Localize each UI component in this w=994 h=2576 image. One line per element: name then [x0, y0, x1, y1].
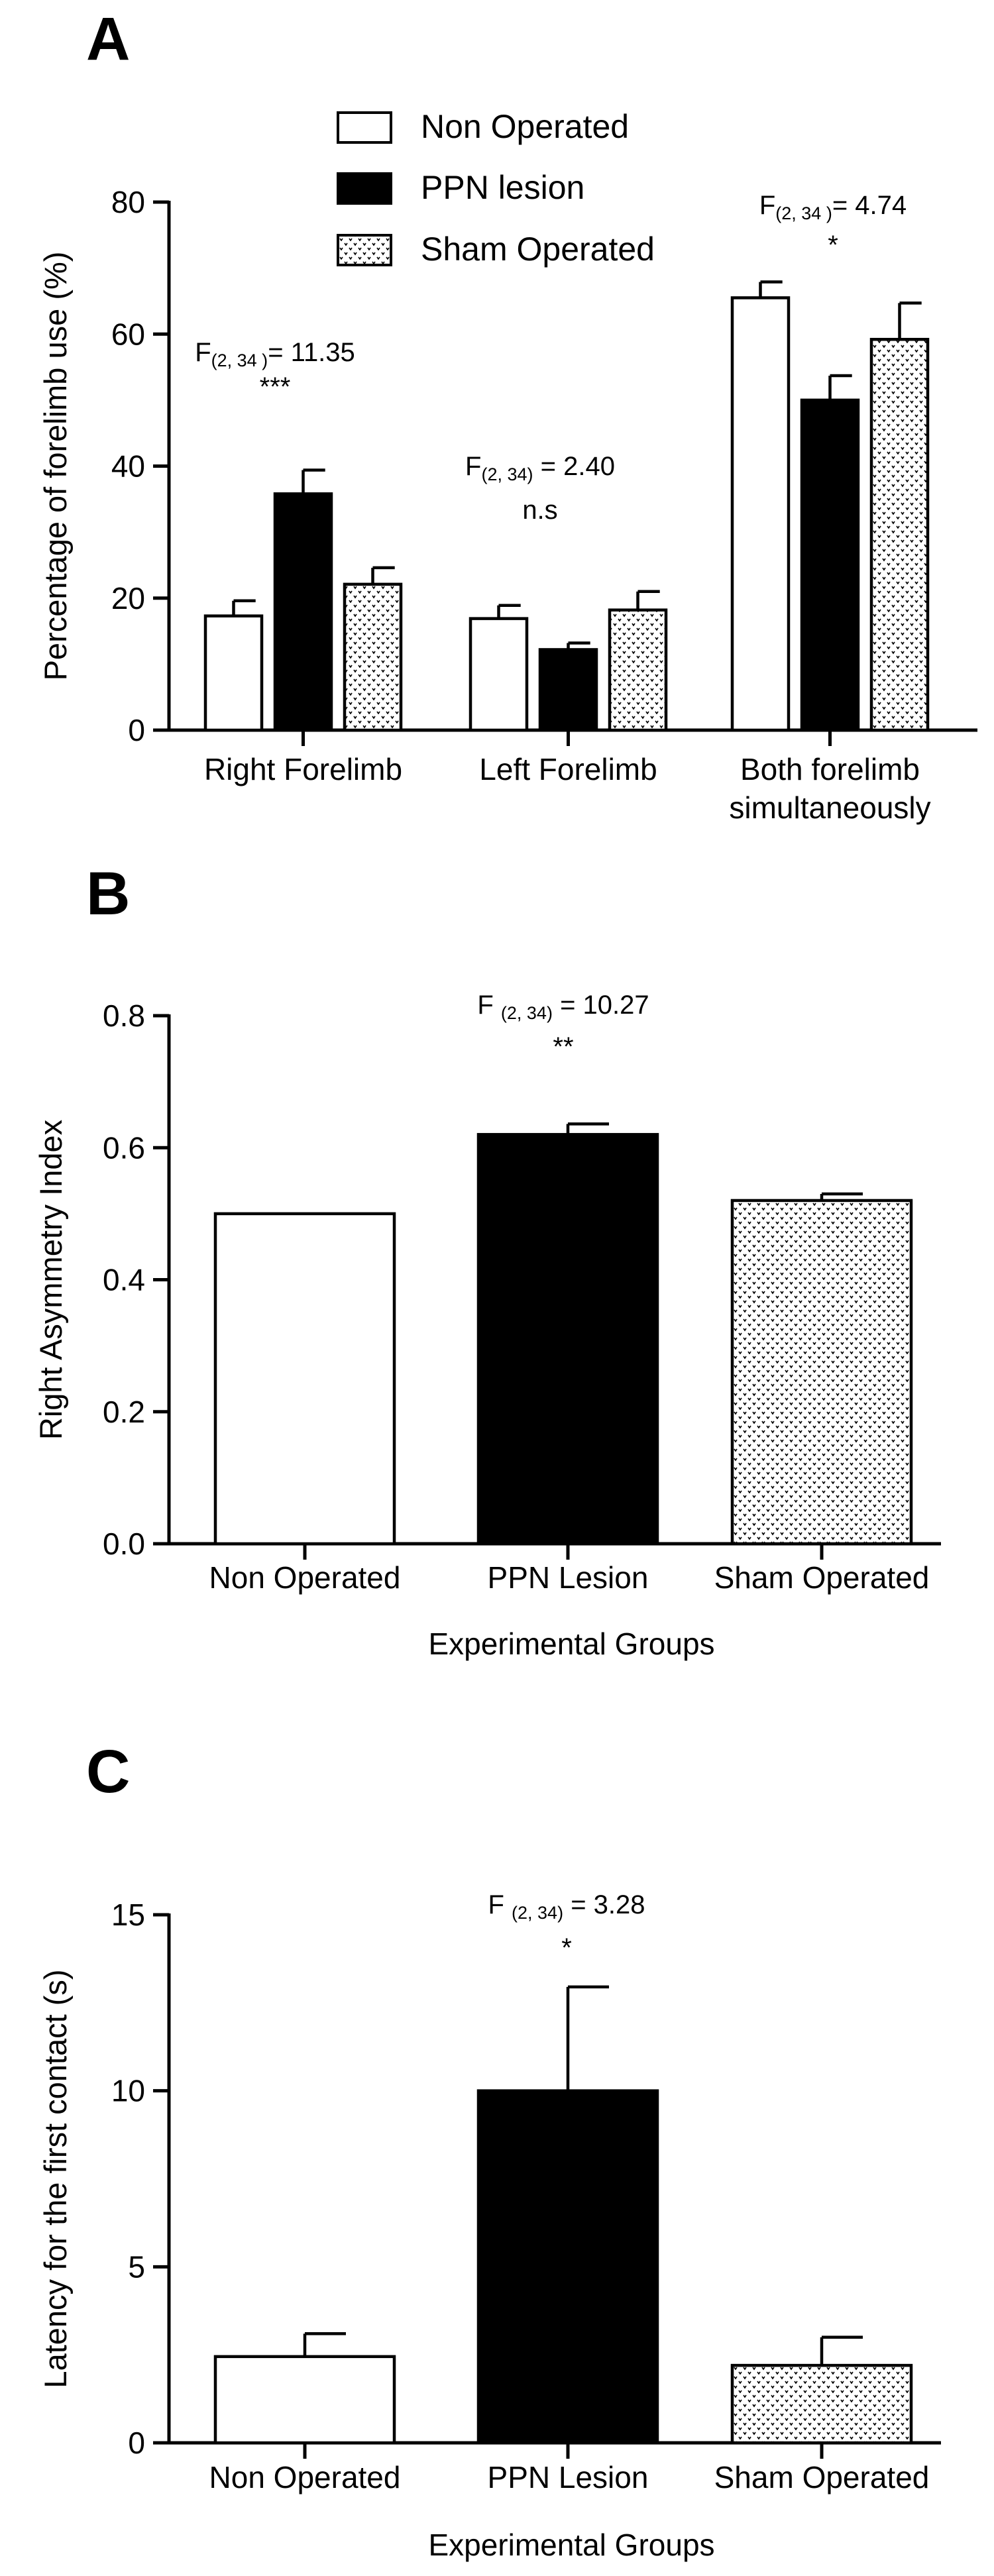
bar: [343, 582, 403, 732]
y-axis-label: Percentage of forelimb use (%): [38, 252, 73, 681]
legend-swatch: [337, 234, 392, 266]
bar: [730, 1199, 913, 1546]
stat-annotation: F(2, 34 )= 4.74: [759, 191, 907, 223]
significance-marker: *: [561, 1933, 572, 1962]
legend-swatch: [337, 111, 392, 144]
chart-panel-a: 0 20 40 60 80 Percentage of forelimb use (%) R…: [38, 108, 977, 825]
y-tick-label: 5: [128, 2249, 145, 2284]
bar: [476, 1133, 659, 1546]
y-tick-label: 20: [111, 581, 145, 616]
significance-marker: **: [553, 1032, 573, 1061]
y-tick-label: 0.2: [103, 1395, 145, 1429]
y-tick-label: 0: [128, 2426, 145, 2460]
legend-swatch: [337, 172, 392, 205]
chart-panel-c: 0 5 10 15 Latency for the first contact (s) N…: [38, 1890, 941, 2562]
panel-letter-b: B: [86, 860, 130, 928]
panel-letter-c: C: [86, 1738, 130, 1805]
panel-letter-a: A: [86, 5, 130, 73]
y-tick-label: 0.8: [103, 998, 145, 1033]
y-tick-label: 0.0: [103, 1527, 145, 1561]
stat-annotation: F (2, 34) = 10.27: [477, 991, 649, 1023]
bar: [730, 2363, 913, 2445]
y-tick-label: 40: [111, 449, 145, 484]
x-axis-label: Experimental Groups: [428, 1627, 714, 1661]
bar: [538, 648, 598, 732]
x-category-label: Left Forelimb: [479, 752, 657, 786]
x-category-label: Non Operated: [209, 1560, 401, 1595]
stat-annotation: F (2, 34) = 3.28: [488, 1890, 645, 1923]
x-axis-label: Experimental Groups: [428, 2528, 714, 2562]
legend-label: Non Operated: [421, 108, 629, 145]
bar: [476, 2089, 659, 2445]
y-tick-label: 0: [128, 713, 145, 747]
significance-marker: *: [828, 231, 838, 260]
bar: [203, 614, 264, 732]
bar: [730, 296, 791, 732]
x-category-label: Both forelimb: [740, 752, 920, 786]
significance-marker: n.s: [522, 496, 557, 525]
x-category-label: simultaneously: [729, 790, 930, 825]
y-tick-label: 0.6: [103, 1130, 145, 1165]
chart-panel-b: 0.0 0.2 0.4 0.6 0.8 Right Asymmetry Index Non …: [33, 991, 941, 1661]
stat-annotation: F(2, 34) = 2.40: [465, 452, 615, 484]
bar: [869, 337, 930, 732]
legend-label: PPN lesion: [421, 169, 584, 206]
bar: [608, 608, 668, 732]
stat-annotation: F(2, 34 )= 11.35: [195, 338, 355, 370]
bar: [800, 398, 860, 732]
x-category-label: PPN Lesion: [488, 2460, 649, 2495]
bar: [469, 617, 529, 732]
y-tick-label: 0.4: [103, 1263, 145, 1297]
y-axis-label: Right Asymmetry Index: [33, 1120, 68, 1440]
y-axis-label: Latency for the first contact (s): [38, 1969, 73, 2388]
y-tick-label: 60: [111, 317, 145, 351]
significance-marker: ***: [260, 372, 291, 402]
x-category-label: Non Operated: [209, 2460, 401, 2495]
bar: [273, 492, 333, 732]
bar: [213, 2355, 396, 2445]
bar: [213, 1212, 396, 1546]
y-tick-label: 15: [111, 1898, 145, 1932]
x-category-label: PPN Lesion: [488, 1560, 649, 1595]
y-tick-label: 80: [111, 185, 145, 219]
x-category-label: Sham Operated: [714, 1560, 930, 1595]
x-category-label: Right Forelimb: [204, 752, 402, 786]
legend-label: Sham Operated: [421, 231, 655, 268]
y-tick-label: 10: [111, 2074, 145, 2108]
x-category-label: Sham Operated: [714, 2460, 930, 2495]
